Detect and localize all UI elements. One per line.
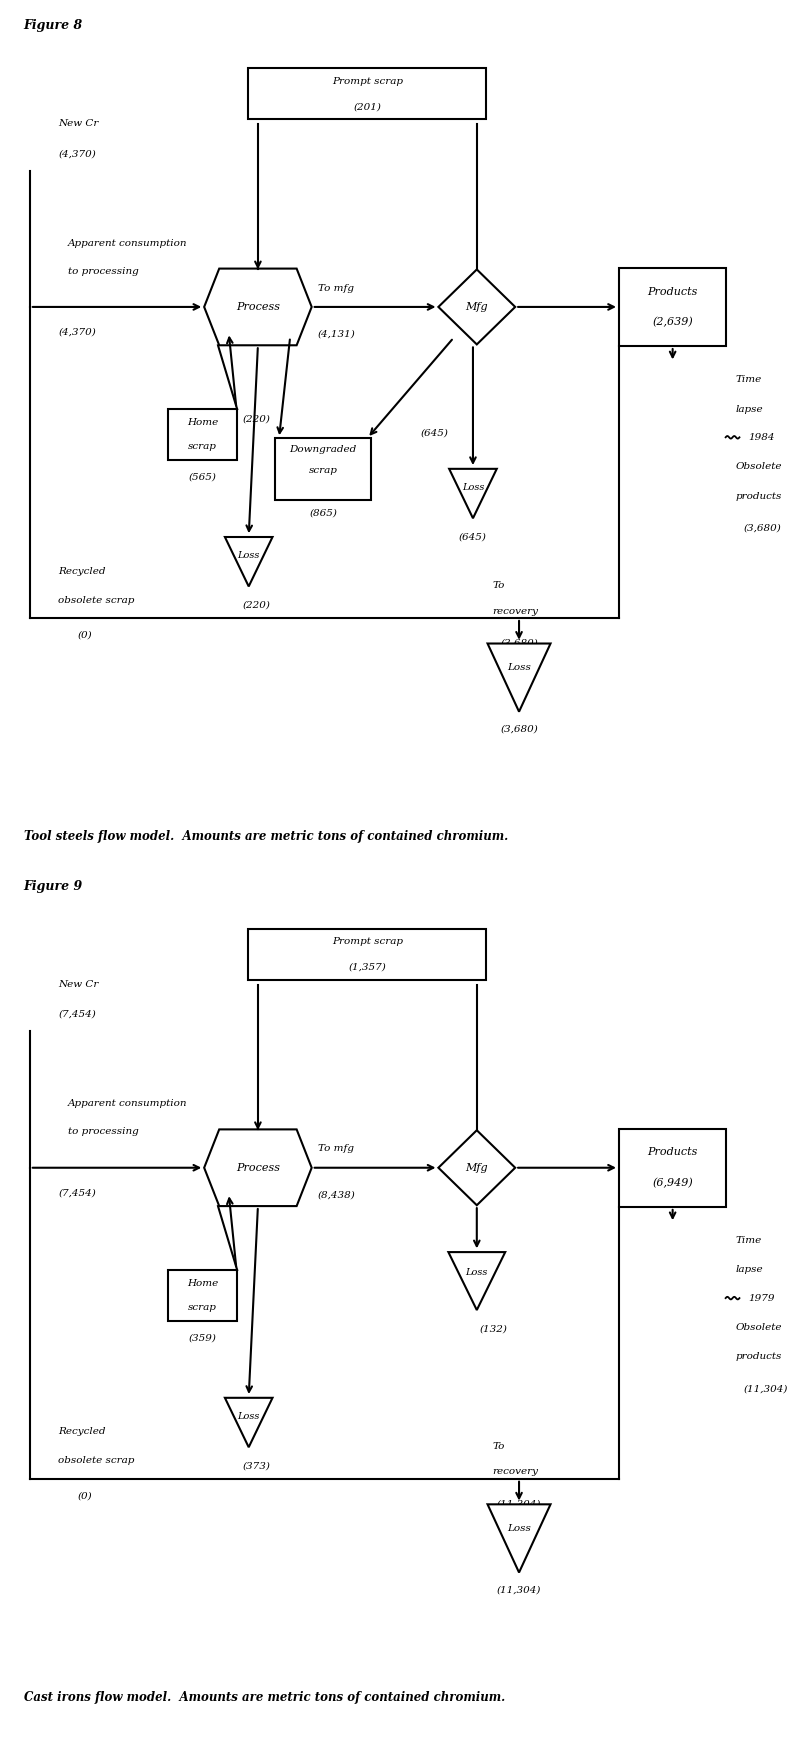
Text: Prompt scrap: Prompt scrap <box>332 77 403 85</box>
Text: (4,370): (4,370) <box>58 329 96 337</box>
Polygon shape <box>204 1129 312 1207</box>
Text: (565): (565) <box>189 473 217 482</box>
Text: Process: Process <box>236 303 280 311</box>
Text: To mfg: To mfg <box>318 283 354 292</box>
Text: (4,131): (4,131) <box>318 330 355 339</box>
Text: products: products <box>736 1353 782 1362</box>
Text: (359): (359) <box>189 1334 217 1343</box>
Text: (3,680): (3,680) <box>500 723 538 734</box>
Text: recovery: recovery <box>492 607 538 616</box>
Text: to processing: to processing <box>68 1127 139 1137</box>
FancyBboxPatch shape <box>275 438 371 499</box>
Text: New Cr: New Cr <box>58 120 98 129</box>
FancyBboxPatch shape <box>248 929 486 981</box>
Text: (0): (0) <box>78 1492 93 1501</box>
Text: (6,949): (6,949) <box>652 1177 693 1188</box>
Text: Tool steels flow model.  Amounts are metric tons of contained chromium.: Tool steels flow model. Amounts are metr… <box>24 831 508 843</box>
Polygon shape <box>204 268 312 346</box>
Text: (0): (0) <box>78 631 93 640</box>
Text: (1,357): (1,357) <box>349 963 386 972</box>
FancyBboxPatch shape <box>619 268 726 346</box>
Text: (8,438): (8,438) <box>318 1191 355 1200</box>
Text: Apparent consumption: Apparent consumption <box>68 1099 188 1108</box>
Text: Products: Products <box>647 1148 698 1158</box>
Text: (220): (220) <box>242 416 270 424</box>
Text: Time: Time <box>736 1236 762 1245</box>
Text: Recycled: Recycled <box>58 567 106 576</box>
Text: Downgraded: Downgraded <box>290 445 357 454</box>
Text: Obsolete: Obsolete <box>736 463 782 471</box>
Text: 1984: 1984 <box>748 433 774 442</box>
Polygon shape <box>225 1398 273 1447</box>
Text: products: products <box>736 492 782 501</box>
Text: Figure 8: Figure 8 <box>24 19 83 33</box>
Text: (865): (865) <box>310 508 337 518</box>
Text: (373): (373) <box>242 1461 270 1471</box>
Text: Recycled: Recycled <box>58 1428 106 1436</box>
Text: Home: Home <box>187 1280 218 1289</box>
Text: Loss: Loss <box>238 551 260 560</box>
Polygon shape <box>487 643 550 711</box>
Text: (3,680): (3,680) <box>743 523 781 532</box>
Text: Time: Time <box>736 376 762 384</box>
Text: Loss: Loss <box>466 1268 488 1276</box>
Text: scrap: scrap <box>309 466 338 475</box>
FancyBboxPatch shape <box>248 68 486 120</box>
Text: scrap: scrap <box>188 442 217 450</box>
Text: (2,639): (2,639) <box>652 316 693 327</box>
Text: Prompt scrap: Prompt scrap <box>332 937 403 946</box>
Text: Products: Products <box>647 287 698 297</box>
Text: (220): (220) <box>242 600 270 610</box>
Text: To: To <box>492 581 505 590</box>
Polygon shape <box>448 1252 506 1309</box>
FancyBboxPatch shape <box>168 409 237 461</box>
Text: to processing: to processing <box>68 266 139 277</box>
Text: Obsolete: Obsolete <box>736 1323 782 1332</box>
Text: (11,304): (11,304) <box>497 1499 542 1509</box>
Text: lapse: lapse <box>736 1266 763 1275</box>
Text: Loss: Loss <box>507 1523 531 1532</box>
Text: (11,304): (11,304) <box>497 1584 542 1595</box>
Polygon shape <box>438 270 515 344</box>
Text: Cast irons flow model.  Amounts are metric tons of contained chromium.: Cast irons flow model. Amounts are metri… <box>24 1692 505 1704</box>
Text: (645): (645) <box>459 532 487 541</box>
Text: Apparent consumption: Apparent consumption <box>68 238 188 247</box>
Text: (7,454): (7,454) <box>58 1189 96 1198</box>
Text: 1979: 1979 <box>748 1294 774 1303</box>
Text: scrap: scrap <box>188 1303 217 1311</box>
FancyBboxPatch shape <box>168 1269 237 1322</box>
Text: New Cr: New Cr <box>58 981 98 989</box>
Text: (3,680): (3,680) <box>500 638 538 649</box>
Polygon shape <box>438 1130 515 1205</box>
Text: (132): (132) <box>480 1325 508 1334</box>
Text: (201): (201) <box>354 103 382 111</box>
Text: To mfg: To mfg <box>318 1144 354 1153</box>
FancyBboxPatch shape <box>619 1129 726 1207</box>
Text: (11,304): (11,304) <box>743 1384 788 1393</box>
Text: Loss: Loss <box>238 1412 260 1421</box>
Text: recovery: recovery <box>492 1468 538 1476</box>
Text: Home: Home <box>187 419 218 428</box>
Text: Loss: Loss <box>462 483 484 492</box>
Polygon shape <box>225 537 273 586</box>
Text: Figure 9: Figure 9 <box>24 880 83 894</box>
Text: lapse: lapse <box>736 405 763 414</box>
Text: Mfg: Mfg <box>466 303 488 311</box>
Text: obsolete scrap: obsolete scrap <box>58 1456 134 1466</box>
Text: (4,370): (4,370) <box>58 150 96 158</box>
Text: To: To <box>492 1442 505 1450</box>
Text: (7,454): (7,454) <box>58 1010 96 1019</box>
Text: Process: Process <box>236 1163 280 1172</box>
Polygon shape <box>449 470 497 518</box>
Text: Loss: Loss <box>507 663 531 671</box>
Text: (645): (645) <box>421 428 449 438</box>
Polygon shape <box>487 1504 550 1572</box>
Text: obsolete scrap: obsolete scrap <box>58 595 134 605</box>
Text: Mfg: Mfg <box>466 1163 488 1172</box>
